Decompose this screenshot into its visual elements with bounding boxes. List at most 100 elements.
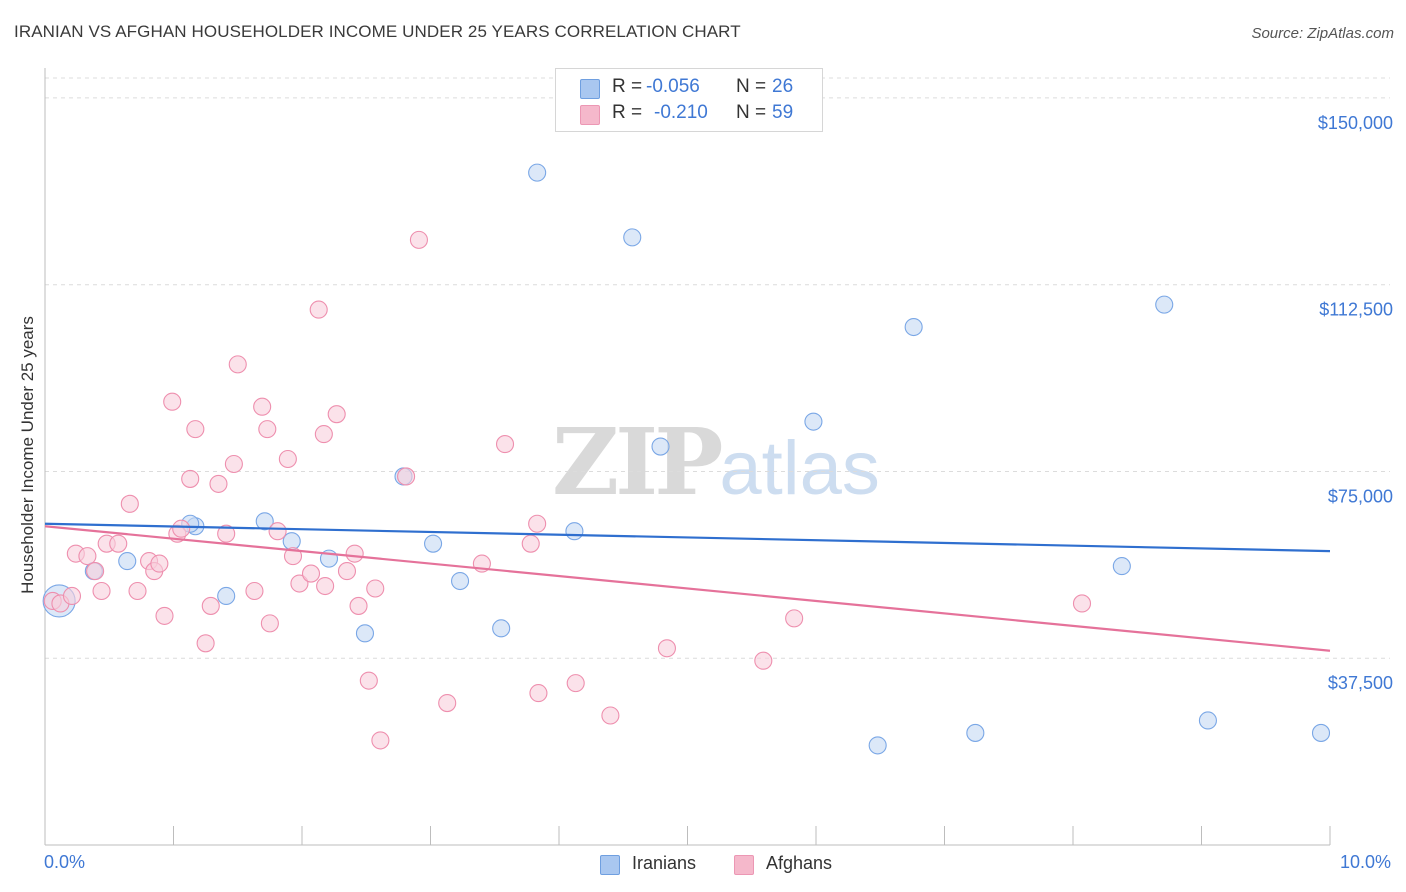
afghan-point xyxy=(337,562,357,581)
afghan-point xyxy=(1072,594,1092,613)
iranian-point xyxy=(118,552,137,571)
iranian-point xyxy=(255,512,274,531)
afghan-point xyxy=(359,671,378,690)
afghan-point xyxy=(349,596,368,615)
afghan-point xyxy=(209,474,228,493)
legend-swatch-afghans xyxy=(580,105,600,125)
watermark-atlas: atlas xyxy=(719,426,880,511)
iranian-point xyxy=(1198,711,1217,730)
chart-title: IRANIAN VS AFGHAN HOUSEHOLDER INCOME UND… xyxy=(14,22,741,41)
iranian-point xyxy=(424,534,443,553)
afghan-point xyxy=(528,514,547,533)
afghan-point xyxy=(201,596,220,615)
watermark-zip: ZIP xyxy=(552,408,723,516)
afghan-point xyxy=(268,522,287,541)
legend-swatch-iranians xyxy=(580,79,600,99)
legend-r-value: -0.210 xyxy=(654,102,708,123)
afghan-point xyxy=(253,397,272,416)
iranian-point xyxy=(1311,723,1331,742)
iranian-point xyxy=(904,317,923,337)
iranian-trendline xyxy=(44,522,1331,553)
afghan-point xyxy=(217,524,236,543)
afghan-point xyxy=(224,454,243,474)
afghan-point xyxy=(314,425,333,444)
afghan-point xyxy=(150,554,169,573)
iranian-point xyxy=(966,723,985,742)
afghan-point xyxy=(62,586,82,606)
afghan-point xyxy=(128,581,147,601)
source-attribution: Source: ZipAtlas.com xyxy=(1251,25,1394,42)
watermark: ZIPatlas xyxy=(552,408,880,516)
afghan-trendline xyxy=(44,525,1331,652)
iranian-point xyxy=(492,619,511,638)
afghan-point xyxy=(409,230,428,249)
afghan-point xyxy=(397,467,416,486)
afghan-point xyxy=(566,674,585,693)
afghan-point xyxy=(290,574,309,593)
bottom-legend-label-iranians: Iranians xyxy=(632,853,697,873)
iranian-point xyxy=(355,624,375,643)
afghan-point xyxy=(172,519,191,538)
afghan-point xyxy=(245,581,264,601)
iranian-point xyxy=(217,586,236,606)
afghan-point xyxy=(521,534,540,553)
iranian-point xyxy=(623,228,642,247)
afghan-point xyxy=(754,651,773,670)
y-tick-label: $150,000 xyxy=(1318,113,1393,133)
afghan-point xyxy=(109,534,128,553)
afghan-point xyxy=(260,614,279,633)
iranian-point xyxy=(868,736,887,755)
iranian-point xyxy=(451,571,470,591)
afghan-point xyxy=(278,449,297,469)
afghan-point xyxy=(309,300,328,319)
afghan-point xyxy=(196,634,215,653)
iranian-point xyxy=(565,522,584,541)
afghan-point xyxy=(316,576,335,596)
afghan-point xyxy=(601,706,620,725)
afghan-point xyxy=(181,469,200,488)
afghan-point xyxy=(529,684,548,703)
afghan-point xyxy=(78,547,97,566)
y-tick-label: $75,000 xyxy=(1328,486,1393,506)
y-tick-label: $37,500 xyxy=(1328,673,1393,693)
afghan-point xyxy=(345,544,364,563)
afghan-point xyxy=(657,639,676,658)
afghan-point xyxy=(785,609,804,628)
afghan-point xyxy=(438,694,457,713)
afghan-point xyxy=(86,562,105,581)
iranian-point xyxy=(651,437,670,456)
iranian-point xyxy=(1155,295,1174,314)
y-tick-label: $112,500 xyxy=(1319,300,1393,320)
afghan-point xyxy=(155,606,174,625)
bottom-legend-swatch-iranians xyxy=(600,855,620,875)
afghan-point xyxy=(371,731,390,750)
afghan-point xyxy=(301,564,321,583)
afghan-point xyxy=(366,579,385,598)
iranian-point xyxy=(1112,557,1131,576)
legend-n-value: 26 xyxy=(772,76,794,97)
stats-legend: R = -0.056 N = 26 R = -0.210 N = 59 xyxy=(555,68,823,132)
legend-r-label: R = xyxy=(612,76,643,97)
afghan-point xyxy=(163,392,182,411)
y-axis-label: Householder Income Under 25 years xyxy=(18,316,37,594)
legend-n-value: 59 xyxy=(772,102,794,123)
afghan-point xyxy=(258,420,277,439)
afghan-point xyxy=(92,581,111,601)
legend-n-label: N = xyxy=(736,102,767,123)
x-tick-label-max: 10.0% xyxy=(1340,852,1392,872)
afghan-point xyxy=(495,435,515,454)
bottom-legend-label-afghans: Afghans xyxy=(766,853,833,873)
legend-r-value: -0.056 xyxy=(646,76,700,97)
x-tick-label-min: 0.0% xyxy=(44,852,86,872)
afghan-point xyxy=(283,547,303,566)
iranian-point xyxy=(282,532,301,551)
iranian-point xyxy=(804,412,823,431)
legend-n-label: N = xyxy=(736,76,767,97)
afghan-point xyxy=(186,420,205,439)
iranian-point xyxy=(528,163,547,182)
legend-r-label: R = xyxy=(612,102,643,123)
afghan-point xyxy=(120,494,139,513)
bottom-legend-swatch-afghans xyxy=(734,855,754,875)
afghan-point xyxy=(327,405,346,424)
